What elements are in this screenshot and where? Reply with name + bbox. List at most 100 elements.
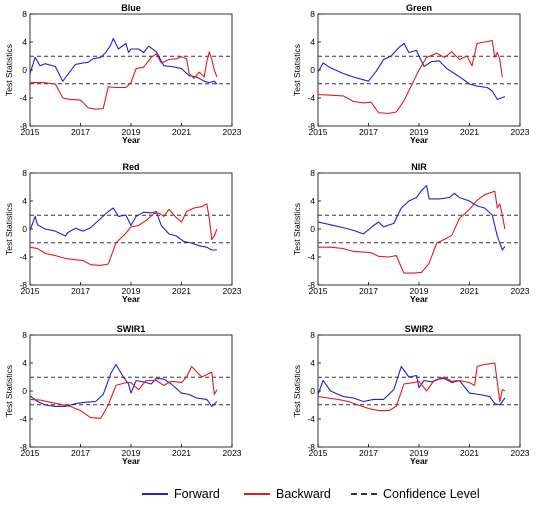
x-tick-label: 2023 xyxy=(511,127,530,137)
x-axis-label: Year xyxy=(410,135,429,145)
series-line-backward xyxy=(29,203,218,266)
x-tick-label: 2019 xyxy=(122,127,141,137)
plot-frame xyxy=(29,172,233,286)
legend-swatch-confidence xyxy=(351,493,377,495)
y-tick-label: -4 xyxy=(307,414,315,424)
legend: Forward Backward Confidence Level xyxy=(0,484,550,504)
x-tick-label: 2015 xyxy=(309,286,328,296)
chart-panel-0: 2015 2017 2019 2021 2023 -8 -4 0 4 8 Blue Year Test … xyxy=(4,3,242,145)
y-tick-label: -4 xyxy=(19,414,27,424)
series-line-backward xyxy=(317,40,503,114)
series-line-backward xyxy=(29,365,218,419)
x-tick-label: 2021 xyxy=(460,448,479,458)
x-tick-label: 2019 xyxy=(122,286,141,296)
y-axis-label: Test Statistics xyxy=(4,365,14,417)
y-tick-label: 4 xyxy=(310,358,315,368)
legend-label-confidence: Confidence Level xyxy=(383,487,480,501)
x-tick-label: 2021 xyxy=(460,286,479,296)
y-tick-label: 8 xyxy=(310,168,315,178)
y-tick-label: 4 xyxy=(310,196,315,206)
x-tick-label: 2021 xyxy=(172,286,191,296)
y-tick-label: -4 xyxy=(19,252,27,262)
x-tick-label: 2023 xyxy=(511,448,530,458)
x-tick-label: 2017 xyxy=(359,127,378,137)
charts-svg: 2015 2017 2019 2021 2023 -8 -4 0 4 8 Blue Year Test … xyxy=(4,3,530,466)
y-tick-label: -4 xyxy=(307,93,315,103)
x-axis-label: Year xyxy=(122,294,141,304)
y-tick-label: 4 xyxy=(310,37,315,47)
y-tick-label: -8 xyxy=(19,442,27,452)
y-tick-label: -8 xyxy=(307,280,315,290)
legend-item-backward: Backward xyxy=(244,484,331,504)
series-line-forward xyxy=(29,37,218,85)
chart-panel-5: 2015 2017 2019 2021 2023 -8 -4 0 4 8 SWIR2 Year Test… xyxy=(292,324,530,466)
y-axis-label: Test Statistics xyxy=(292,203,302,255)
plot-frame xyxy=(317,334,521,448)
x-tick-label: 2017 xyxy=(359,286,378,296)
y-axis-label: Test Statistics xyxy=(4,203,14,255)
y-tick-label: -8 xyxy=(19,280,27,290)
legend-swatch-backward xyxy=(244,493,270,495)
y-tick-label: 8 xyxy=(310,9,315,19)
x-tick-label: 2015 xyxy=(309,448,328,458)
series-line-forward xyxy=(29,363,218,407)
y-tick-label: 0 xyxy=(22,65,27,75)
y-axis-label: Test Statistics xyxy=(4,44,14,96)
series-line-backward xyxy=(317,362,506,412)
x-tick-label: 2023 xyxy=(223,286,242,296)
x-tick-label: 2021 xyxy=(460,127,479,137)
y-tick-label: -4 xyxy=(19,93,27,103)
chart-title: Blue xyxy=(121,3,141,13)
chart-panel-3: 2015 2017 2019 2021 2023 -8 -4 0 4 8 NIR Year Test S… xyxy=(292,162,530,304)
legend-label-backward: Backward xyxy=(276,487,331,501)
x-tick-label: 2017 xyxy=(359,448,378,458)
plot-frame xyxy=(29,334,233,448)
series-line-forward xyxy=(317,365,506,406)
series-line-forward xyxy=(29,207,217,251)
x-axis-label: Year xyxy=(410,456,429,466)
y-tick-label: 0 xyxy=(310,65,315,75)
y-tick-label: 4 xyxy=(22,196,27,206)
chart-title: Red xyxy=(122,162,139,172)
x-axis-label: Year xyxy=(122,135,141,145)
x-axis-label: Year xyxy=(410,294,429,304)
x-axis-label: Year xyxy=(122,456,141,466)
chart-title: Green xyxy=(406,3,432,13)
series-line-backward xyxy=(30,51,218,110)
x-tick-label: 2023 xyxy=(223,448,242,458)
y-tick-label: 0 xyxy=(310,224,315,234)
y-tick-label: -4 xyxy=(307,252,315,262)
x-tick-label: 2019 xyxy=(410,286,429,296)
chart-title: SWIR2 xyxy=(405,324,434,334)
chart-title: SWIR1 xyxy=(117,324,146,334)
y-tick-label: 8 xyxy=(22,168,27,178)
y-tick-label: 4 xyxy=(22,37,27,47)
x-tick-label: 2023 xyxy=(223,127,242,137)
chart-panel-4: 2015 2017 2019 2021 2023 -8 -4 0 4 8 SWIR1 Year Test… xyxy=(4,324,242,466)
y-tick-label: -8 xyxy=(307,121,315,131)
y-axis-label: Test Statistics xyxy=(292,365,302,417)
x-tick-label: 2019 xyxy=(122,448,141,458)
legend-item-confidence: Confidence Level xyxy=(351,484,480,504)
y-tick-label: 0 xyxy=(22,224,27,234)
legend-label-forward: Forward xyxy=(174,487,220,501)
x-tick-label: 2023 xyxy=(511,286,530,296)
y-tick-label: -8 xyxy=(19,121,27,131)
x-tick-label: 2019 xyxy=(410,448,429,458)
plot-frame xyxy=(29,13,233,127)
x-tick-label: 2017 xyxy=(71,448,90,458)
series-line-forward xyxy=(317,42,506,100)
x-tick-label: 2015 xyxy=(21,286,40,296)
x-tick-label: 2021 xyxy=(172,127,191,137)
x-tick-label: 2019 xyxy=(410,127,429,137)
chart-panel-1: 2015 2017 2019 2021 2023 -8 -4 0 4 8 Green Year Test… xyxy=(292,3,530,145)
y-tick-label: 8 xyxy=(22,9,27,19)
series-line-forward xyxy=(317,185,506,251)
y-tick-label: 0 xyxy=(310,386,315,396)
x-tick-label: 2021 xyxy=(172,448,191,458)
x-tick-label: 2015 xyxy=(21,127,40,137)
x-tick-label: 2017 xyxy=(71,127,90,137)
x-tick-label: 2015 xyxy=(309,127,328,137)
x-tick-label: 2015 xyxy=(21,448,40,458)
